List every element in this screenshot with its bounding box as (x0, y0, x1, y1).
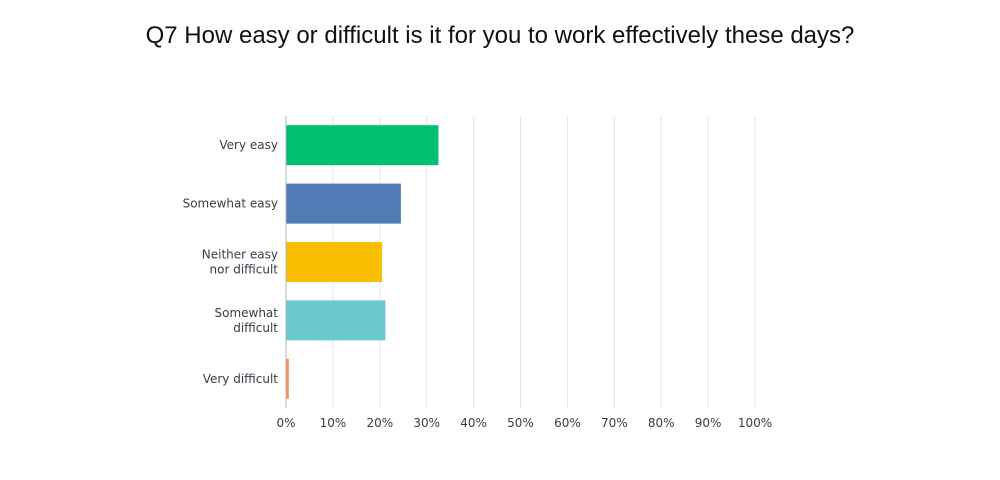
chart-title: Q7 How easy or difficult is it for you t… (145, 22, 855, 49)
bar (286, 300, 386, 341)
x-tick-label: 70% (601, 416, 628, 430)
category-label: Very easy (219, 138, 278, 152)
category-label: Very difficult (203, 372, 279, 386)
category-label: Neither easy nor difficult (202, 248, 279, 277)
bar (286, 183, 401, 224)
x-tick-label: 20% (366, 416, 393, 430)
bar (286, 358, 289, 399)
bars (286, 125, 439, 399)
bar (286, 125, 439, 166)
x-tick-label: 30% (413, 416, 440, 430)
category-labels: Very easy Somewhat easy Neither easy nor di… (183, 138, 279, 386)
category-label: Somewhat easy (183, 197, 278, 211)
x-tick-label: 40% (460, 416, 487, 430)
x-tick-label: 90% (695, 416, 722, 430)
x-tick-labels: 0% 10% 20% 30% 40% 50% 60% 70% 80% 90% 100% (276, 416, 772, 430)
x-tick-label: 100% (738, 416, 772, 430)
x-tick-label: 10% (320, 416, 347, 430)
x-tick-label: 0% (276, 416, 295, 430)
x-tick-label: 80% (648, 416, 675, 430)
x-tick-label: 60% (554, 416, 581, 430)
category-label: Somewhat difficult (214, 306, 278, 335)
x-tick-label: 50% (507, 416, 534, 430)
bar (286, 242, 383, 282)
